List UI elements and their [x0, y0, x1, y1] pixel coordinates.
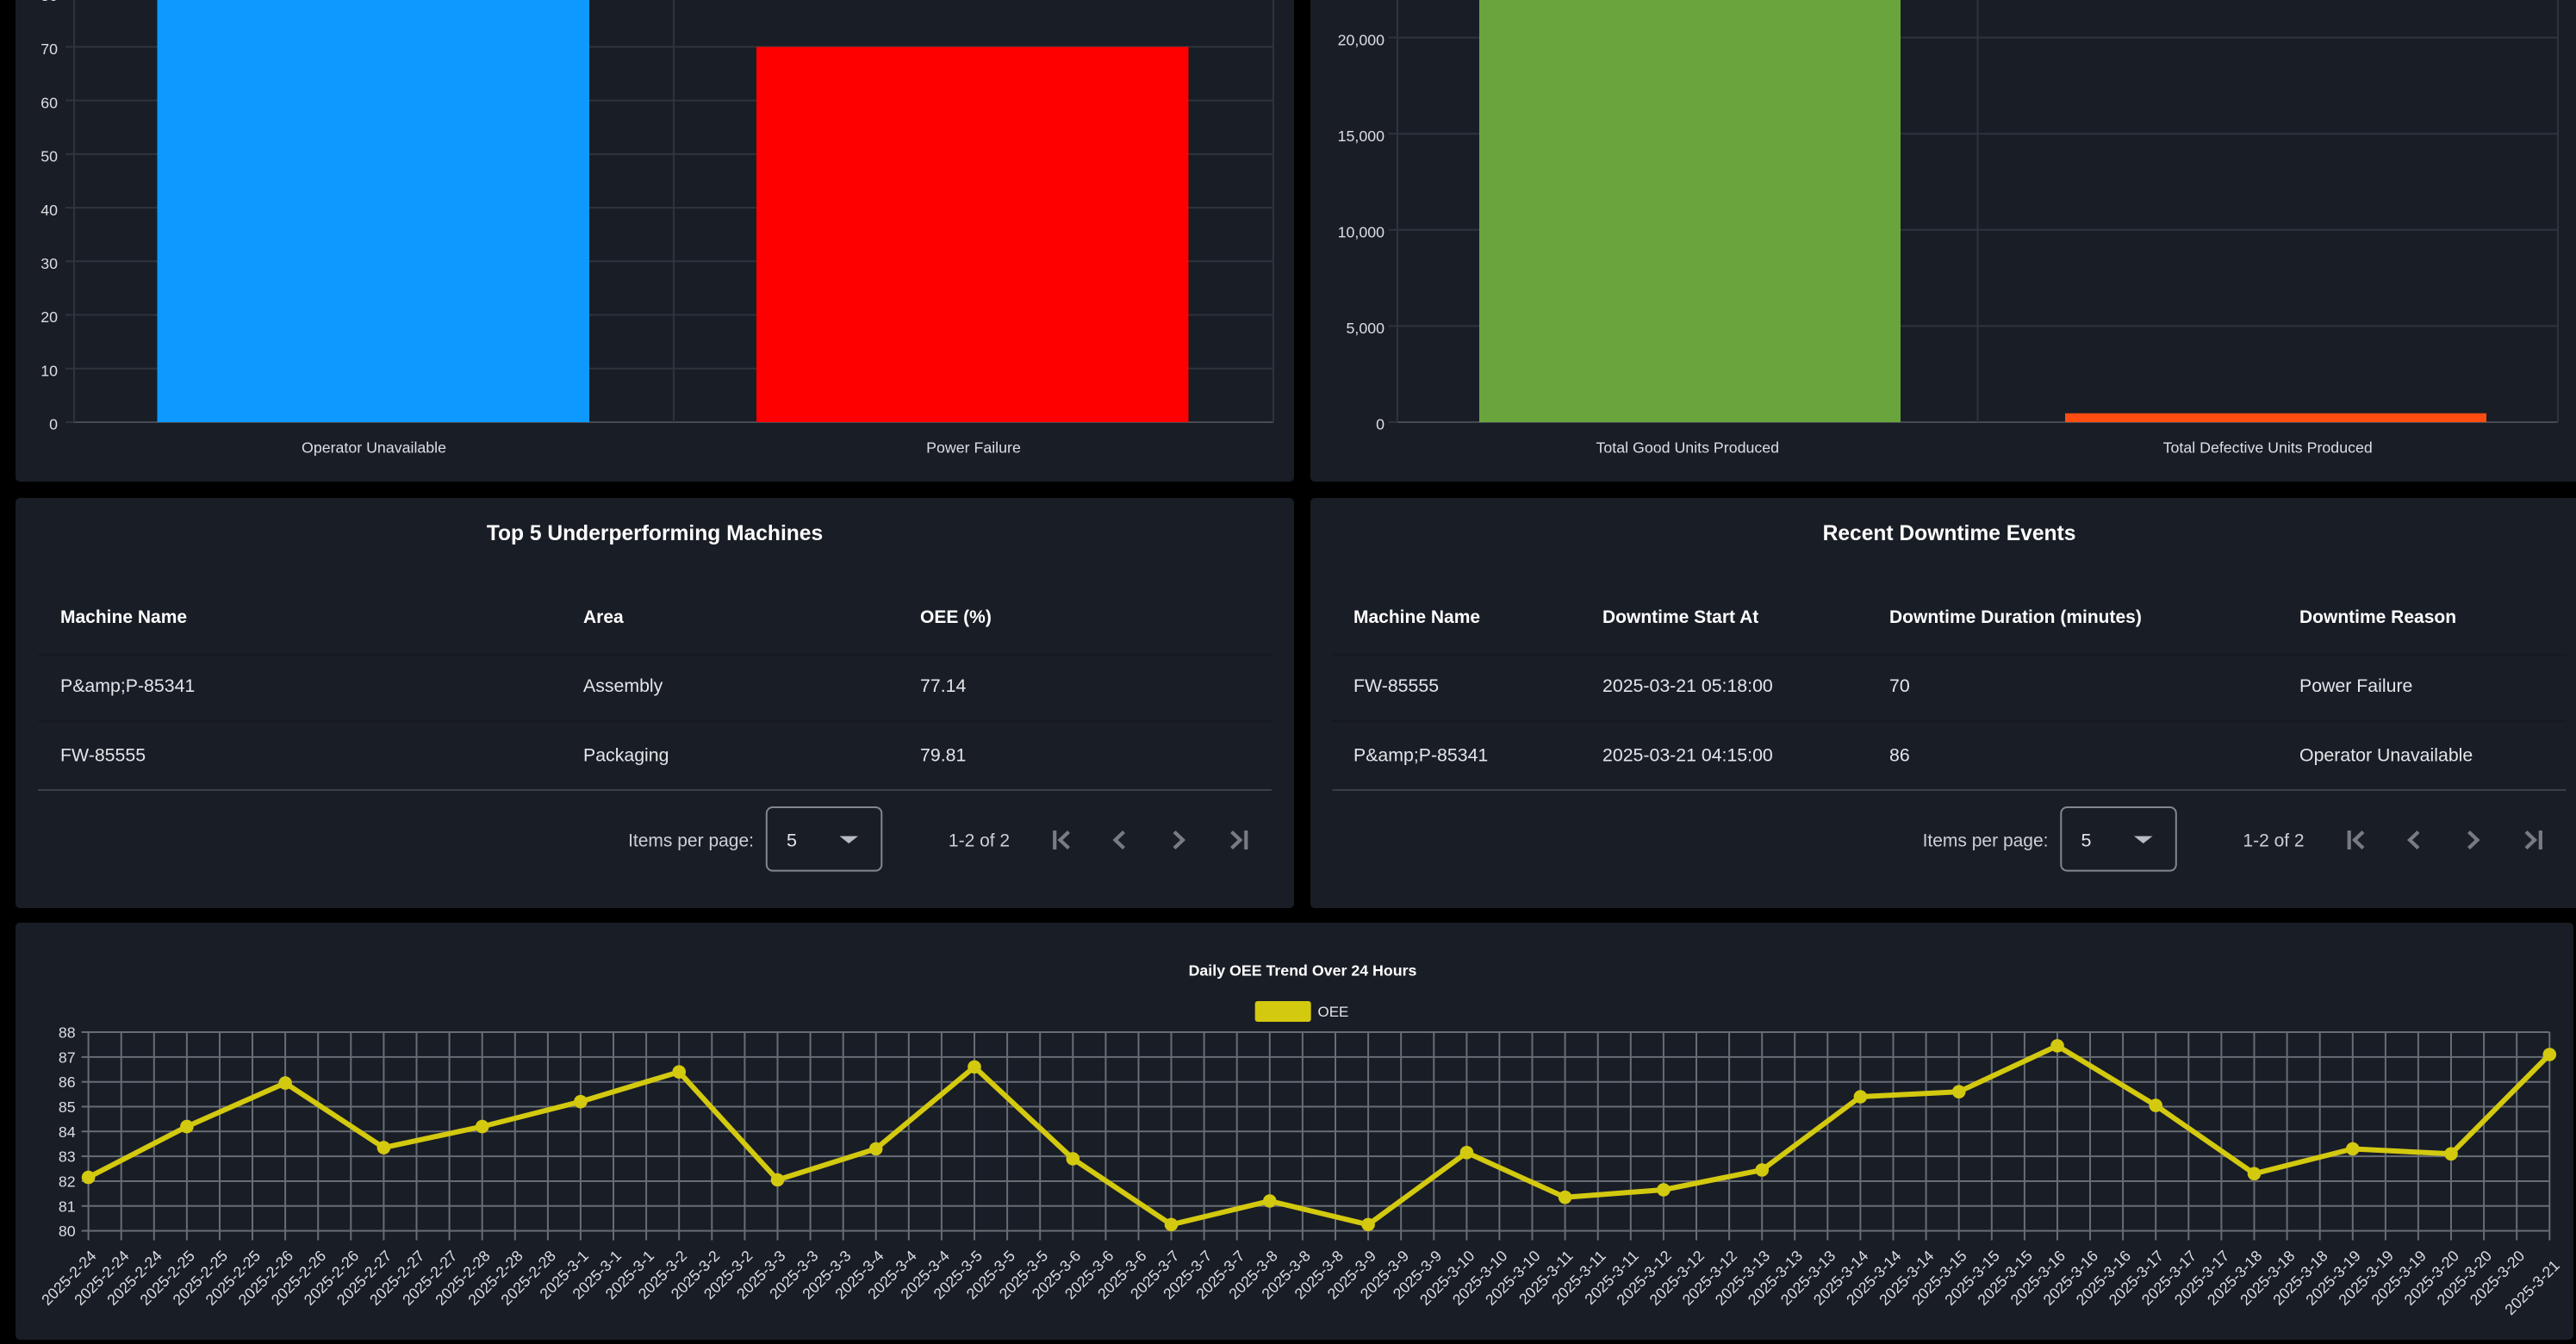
svg-text:2025-03-21 04:15:00: 2025-03-21 04:15:00: [1602, 745, 1773, 766]
svg-text:Machine Name: Machine Name: [60, 607, 187, 627]
svg-text:P&amp;P-85341: P&amp;P-85341: [1353, 745, 1488, 766]
svg-text:20: 20: [40, 308, 58, 326]
svg-text:60: 60: [40, 94, 58, 111]
svg-text:70: 70: [40, 40, 58, 58]
svg-text:OEE (%): OEE (%): [920, 607, 992, 627]
svg-text:2025-03-21 05:18:00: 2025-03-21 05:18:00: [1602, 675, 1773, 696]
svg-text:1-2 of 2: 1-2 of 2: [949, 831, 1010, 851]
svg-text:0: 0: [49, 416, 58, 433]
svg-text:30: 30: [40, 255, 58, 272]
svg-text:Downtime Start At: Downtime Start At: [1602, 607, 1758, 627]
svg-text:88: 88: [59, 1024, 76, 1042]
svg-text:Packaging: Packaging: [583, 745, 669, 766]
svg-text:P&amp;P-85341: P&amp;P-85341: [60, 675, 195, 696]
svg-text:Total Good Units Produced: Total Good Units Produced: [1596, 439, 1780, 457]
svg-text:77.14: 77.14: [920, 675, 966, 696]
svg-text:5,000: 5,000: [1347, 320, 1385, 337]
svg-text:1-2 of 2: 1-2 of 2: [2243, 831, 2304, 851]
svg-text:15,000: 15,000: [1338, 128, 1384, 145]
svg-text:Items per page:: Items per page:: [628, 831, 754, 851]
svg-text:79.81: 79.81: [920, 745, 966, 766]
svg-text:80: 80: [40, 0, 58, 4]
svg-text:Items per page:: Items per page:: [1923, 831, 2049, 851]
svg-text:50: 50: [40, 148, 58, 165]
svg-text:80: 80: [59, 1223, 76, 1240]
svg-text:FW-85555: FW-85555: [1353, 675, 1439, 696]
svg-text:82: 82: [59, 1173, 76, 1191]
svg-text:5: 5: [2081, 831, 2092, 851]
svg-text:10: 10: [40, 363, 58, 380]
svg-text:83: 83: [59, 1148, 76, 1166]
svg-text:Total Defective Units Produced: Total Defective Units Produced: [2163, 439, 2373, 457]
svg-text:Machine Name: Machine Name: [1353, 607, 1480, 627]
svg-text:Recent Downtime Events: Recent Downtime Events: [1823, 522, 2076, 545]
svg-text:10,000: 10,000: [1338, 224, 1384, 241]
svg-text:Power Failure: Power Failure: [2299, 675, 2412, 696]
svg-text:84: 84: [59, 1123, 76, 1141]
svg-text:70: 70: [1889, 675, 1910, 696]
svg-text:Downtime Duration (minutes): Downtime Duration (minutes): [1889, 607, 2142, 627]
svg-text:87: 87: [59, 1048, 76, 1066]
svg-text:Assembly: Assembly: [583, 675, 663, 696]
svg-text:Downtime Reason: Downtime Reason: [2299, 607, 2456, 627]
svg-text:Power Failure: Power Failure: [926, 439, 1021, 457]
svg-text:20,000: 20,000: [1338, 31, 1384, 48]
svg-text:86: 86: [59, 1073, 76, 1091]
svg-text:Operator Unavailable: Operator Unavailable: [302, 439, 446, 457]
svg-text:OEE: OEE: [1318, 1004, 1349, 1020]
svg-text:5: 5: [787, 831, 797, 851]
svg-text:FW-85555: FW-85555: [60, 745, 146, 766]
svg-text:0: 0: [1376, 416, 1384, 433]
svg-text:40: 40: [40, 202, 58, 219]
svg-text:85: 85: [59, 1098, 76, 1116]
svg-text:81: 81: [59, 1198, 76, 1215]
svg-text:Daily OEE Trend Over 24 Hours: Daily OEE Trend Over 24 Hours: [1189, 962, 1417, 980]
svg-text:Operator Unavailable: Operator Unavailable: [2299, 745, 2473, 766]
svg-text:86: 86: [1889, 745, 1910, 766]
svg-text:Top 5 Underperforming Machines: Top 5 Underperforming Machines: [487, 522, 823, 545]
svg-text:Area: Area: [583, 607, 624, 627]
